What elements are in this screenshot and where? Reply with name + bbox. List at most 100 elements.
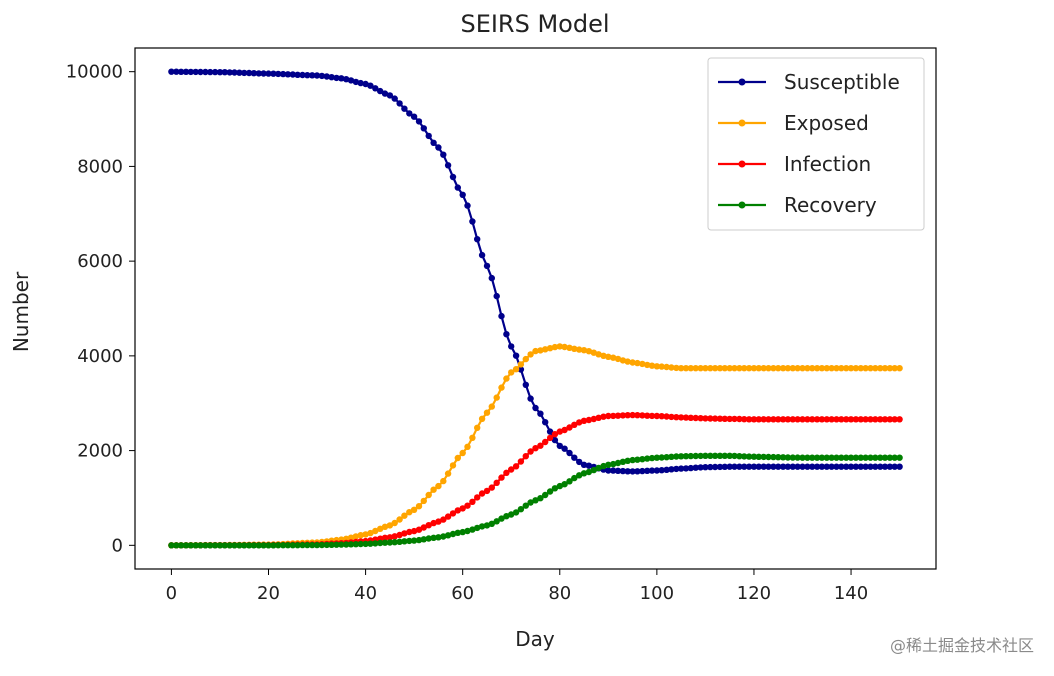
data-point-recovery bbox=[605, 461, 612, 468]
series-line-infection bbox=[171, 413, 900, 547]
data-point-infection bbox=[478, 490, 486, 497]
data-point-exposed bbox=[644, 361, 651, 369]
data-point-susceptible bbox=[634, 468, 641, 475]
data-point-infection bbox=[721, 415, 728, 422]
data-point-exposed bbox=[711, 365, 719, 372]
data-point-recovery bbox=[226, 542, 233, 549]
data-point-exposed bbox=[576, 346, 583, 353]
y-tick-label: 6000 bbox=[77, 251, 123, 272]
data-point-susceptible bbox=[813, 463, 821, 470]
data-point-susceptible bbox=[236, 69, 243, 76]
data-point-susceptible bbox=[784, 463, 792, 470]
data-point-recovery bbox=[211, 542, 219, 549]
data-point-susceptible bbox=[896, 463, 903, 470]
data-point-susceptible bbox=[828, 463, 835, 470]
data-point-exposed bbox=[896, 365, 903, 372]
data-point-exposed bbox=[571, 345, 578, 352]
data-point-susceptible bbox=[381, 90, 389, 97]
data-point-susceptible bbox=[741, 463, 748, 470]
data-point-recovery bbox=[333, 541, 340, 548]
data-point-susceptible bbox=[469, 218, 476, 225]
data-point-infection bbox=[784, 416, 792, 423]
legend-label-recovery: Recovery bbox=[784, 193, 877, 217]
data-point-infection bbox=[585, 416, 593, 424]
data-point-exposed bbox=[444, 470, 452, 477]
data-point-susceptible bbox=[512, 352, 520, 359]
data-point-infection bbox=[847, 416, 855, 423]
data-point-susceptible bbox=[197, 68, 204, 76]
data-point-recovery bbox=[265, 542, 272, 549]
data-point-susceptible bbox=[372, 85, 379, 92]
data-point-exposed bbox=[872, 365, 879, 372]
data-point-recovery bbox=[537, 495, 544, 502]
data-point-infection bbox=[532, 445, 539, 452]
data-point-infection bbox=[571, 421, 578, 428]
legend-label-infection: Infection bbox=[784, 152, 871, 176]
data-point-recovery bbox=[464, 527, 471, 535]
data-point-exposed bbox=[527, 351, 534, 358]
data-point-infection bbox=[381, 534, 389, 541]
data-point-exposed bbox=[663, 363, 670, 371]
data-point-exposed bbox=[517, 361, 525, 368]
data-point-recovery bbox=[818, 454, 826, 461]
data-point-exposed bbox=[488, 403, 495, 410]
data-point-exposed bbox=[881, 365, 889, 372]
data-point-infection bbox=[833, 416, 840, 423]
data-point-exposed bbox=[823, 365, 830, 372]
data-point-exposed bbox=[619, 357, 627, 364]
data-point-exposed bbox=[551, 343, 559, 351]
data-point-recovery bbox=[663, 454, 670, 461]
data-point-infection bbox=[741, 416, 748, 423]
data-point-infection bbox=[789, 416, 796, 423]
data-point-infection bbox=[444, 513, 452, 520]
data-point-infection bbox=[891, 416, 898, 423]
data-point-recovery bbox=[241, 542, 248, 549]
data-point-recovery bbox=[843, 454, 850, 461]
data-point-infection bbox=[493, 479, 500, 486]
data-point-recovery bbox=[687, 452, 694, 460]
data-point-recovery bbox=[726, 452, 733, 459]
data-point-susceptible bbox=[386, 92, 394, 99]
data-point-exposed bbox=[483, 409, 491, 416]
data-point-infection bbox=[648, 412, 656, 420]
data-point-susceptible bbox=[755, 463, 762, 470]
data-point-exposed bbox=[658, 363, 665, 370]
data-point-exposed bbox=[415, 503, 423, 510]
data-point-recovery bbox=[182, 542, 190, 549]
legend-label-exposed: Exposed bbox=[784, 111, 869, 135]
data-point-infection bbox=[702, 415, 709, 422]
data-point-exposed bbox=[386, 522, 394, 529]
data-point-susceptible bbox=[420, 125, 427, 132]
data-point-exposed bbox=[464, 443, 471, 450]
data-point-recovery bbox=[886, 454, 894, 461]
x-axis-title: Day bbox=[515, 627, 555, 651]
data-point-infection bbox=[619, 412, 627, 419]
data-point-recovery bbox=[857, 454, 864, 461]
data-point-infection bbox=[580, 417, 588, 424]
data-point-susceptible bbox=[168, 68, 175, 75]
data-point-susceptible bbox=[857, 463, 864, 470]
data-point-exposed bbox=[687, 365, 694, 372]
data-point-recovery bbox=[231, 542, 238, 549]
data-point-exposed bbox=[843, 365, 850, 372]
data-point-recovery bbox=[692, 452, 699, 460]
data-point-recovery bbox=[624, 457, 631, 464]
data-point-susceptible bbox=[323, 73, 330, 80]
data-point-susceptible bbox=[493, 292, 500, 300]
data-point-susceptible bbox=[241, 69, 248, 77]
data-point-susceptible bbox=[313, 72, 321, 79]
data-point-exposed bbox=[449, 462, 457, 469]
data-point-recovery bbox=[595, 464, 602, 472]
data-point-infection bbox=[843, 416, 850, 423]
data-point-recovery bbox=[177, 542, 185, 549]
data-point-exposed bbox=[580, 347, 588, 354]
data-point-infection bbox=[464, 502, 471, 509]
data-point-susceptible bbox=[614, 467, 622, 474]
data-point-exposed bbox=[600, 352, 607, 359]
data-point-susceptible bbox=[503, 331, 510, 338]
data-point-susceptible bbox=[474, 236, 481, 243]
data-point-recovery bbox=[571, 474, 578, 482]
data-point-susceptible bbox=[260, 70, 267, 77]
data-point-susceptible bbox=[872, 463, 879, 470]
